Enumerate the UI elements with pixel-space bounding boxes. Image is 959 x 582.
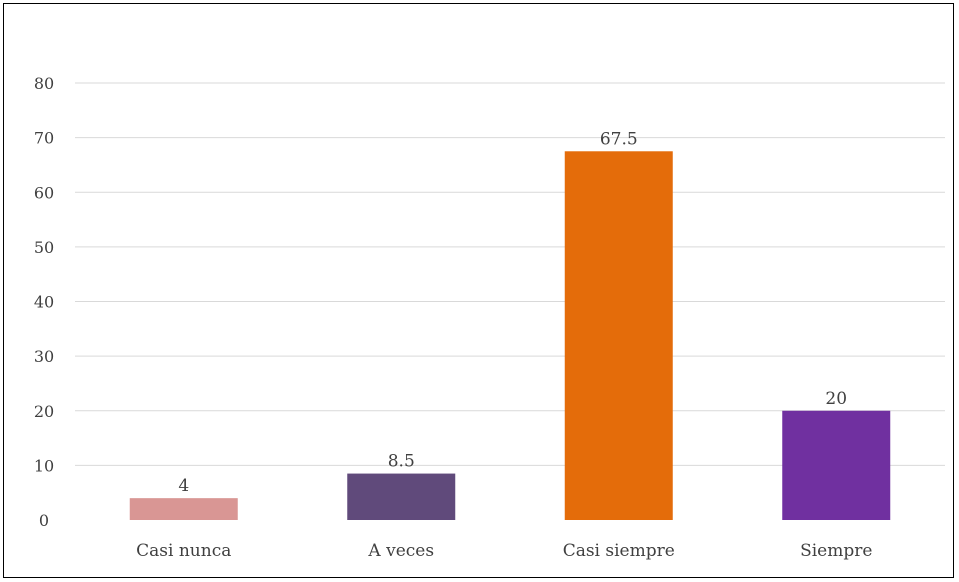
y-axis-ticks: 0 10 20 30 40 50 60 70 80 [34, 74, 54, 530]
data-label: 8.5 [388, 452, 415, 472]
bar-a-veces [347, 473, 456, 520]
y-tick-label: 80 [34, 74, 54, 93]
category-labels: Casi nunca A veces Casi siempre Siempre [136, 541, 872, 561]
data-labels: 4 8.5 67.5 20 [178, 129, 847, 496]
bars [129, 151, 891, 520]
bar-siempre [782, 410, 891, 520]
y-tick-label: 30 [34, 347, 54, 366]
y-tick-label: 50 [34, 238, 54, 257]
category-label: Casi siempre [563, 541, 675, 561]
gridlines [75, 82, 945, 466]
data-label: 67.5 [600, 129, 638, 149]
category-label: A veces [367, 541, 434, 561]
y-tick-label: 0 [39, 511, 49, 530]
data-label: 4 [178, 476, 189, 496]
bar-casi-siempre [564, 151, 673, 520]
y-tick-label: 20 [34, 402, 54, 421]
bar-casi-nunca [129, 498, 238, 520]
data-label: 20 [825, 389, 847, 409]
y-tick-label: 60 [34, 183, 54, 202]
y-tick-label: 10 [34, 456, 54, 475]
category-label: Casi nunca [136, 541, 231, 561]
category-label: Siempre [800, 541, 872, 561]
y-tick-label: 70 [34, 129, 54, 148]
y-tick-label: 40 [34, 293, 54, 312]
